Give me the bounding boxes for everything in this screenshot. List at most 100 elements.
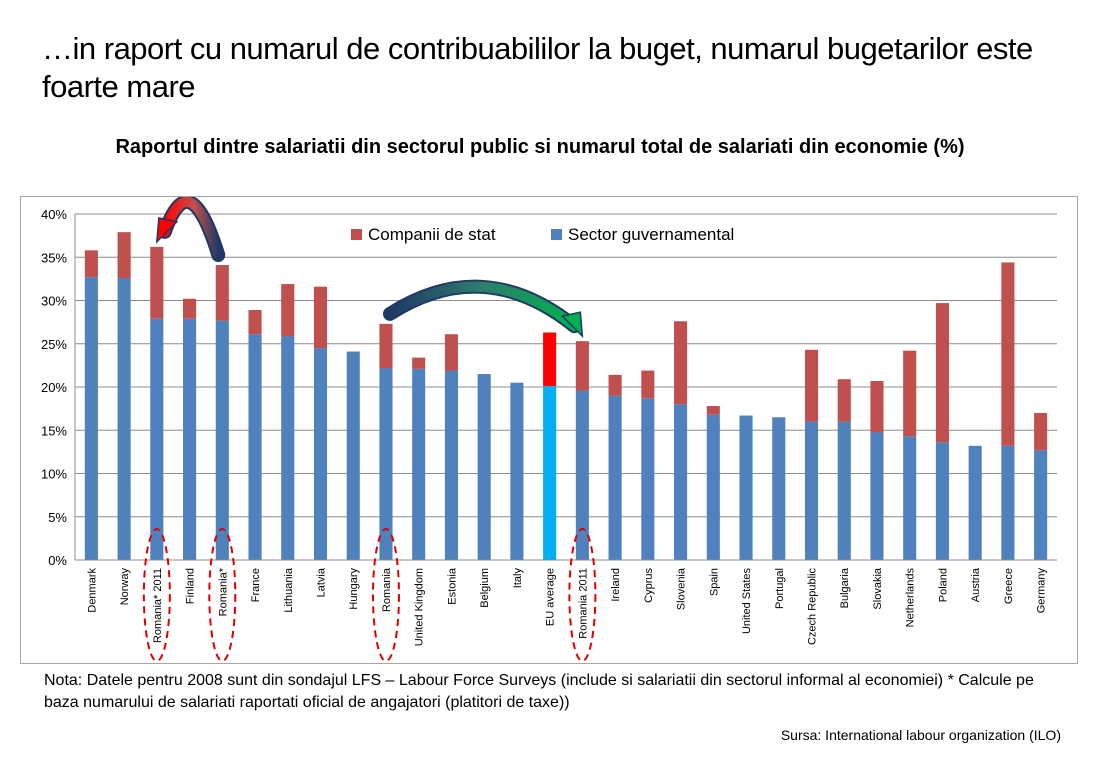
- arrowhead: [560, 311, 584, 339]
- bar-sector-guvernamental-belgium: [477, 374, 491, 560]
- bar-sector-guvernamental-slovakia: [870, 431, 884, 560]
- x-tick-label: Spain: [708, 568, 720, 596]
- bar-companii-de-stat-romania: [379, 323, 393, 368]
- x-tick-label: Poland: [937, 568, 949, 602]
- footnote: Nota: Datele pentru 2008 sunt din sondaj…: [44, 672, 1034, 711]
- bar-companii-de-stat-germany: [1034, 412, 1048, 451]
- legend: Companii de stat Sector guvernamental: [351, 225, 734, 244]
- y-tick-label: 5%: [48, 510, 67, 525]
- bar-sector-guvernamental-portugal: [772, 417, 786, 560]
- x-tick-label: Portugal: [774, 568, 786, 609]
- bar-companii-de-stat-netherlands: [903, 350, 917, 437]
- bar-sector-guvernamental-estonia: [444, 370, 458, 560]
- bar-companii-de-stat-lithuania: [281, 284, 295, 336]
- x-tick-label: Germany: [1036, 568, 1048, 614]
- bar-companii-de-stat-slovenia: [674, 321, 688, 405]
- stacked-bar-chart: 0% 5% 10% 15% 20% 25% 30% 35% 40% Denmark Norway Ro…: [41, 197, 1057, 662]
- bar-companii-de-stat-bulgaria: [837, 379, 851, 422]
- x-tick-label: United States: [741, 568, 753, 635]
- x-tick-label: Norway: [119, 568, 131, 606]
- bar-companii-de-stat-spain: [706, 406, 720, 415]
- bar-sector-guvernamental-cyprus: [641, 398, 655, 560]
- legend-swatch: [551, 229, 562, 240]
- bar-sector-guvernamental-italy: [510, 382, 524, 560]
- x-tick-label: Denmark: [86, 568, 98, 613]
- circled-category-marker: [371, 528, 400, 662]
- circled-category-marker: [208, 528, 237, 662]
- x-tick-label: Romania* 2011: [152, 568, 164, 643]
- x-tick-label: Greece: [1003, 568, 1015, 604]
- curved-arrow: [384, 281, 580, 332]
- bar-companii-de-stat-estonia: [444, 334, 458, 371]
- x-tick-label: United Kingdom: [414, 568, 426, 646]
- x-tick-label: Finland: [185, 568, 197, 604]
- x-tick-label: EU average: [545, 568, 557, 626]
- x-tick-label: France: [250, 568, 262, 602]
- x-tick-label: Lithuania: [283, 567, 295, 613]
- bar-sector-guvernamental-spain: [706, 414, 720, 560]
- bar-sector-guvernamental-lithuania: [281, 335, 295, 560]
- bar-sector-guvernamental-finland: [183, 318, 197, 560]
- x-tick-label: Ireland: [610, 568, 622, 602]
- bar-sector-guvernamental-germany: [1034, 450, 1048, 560]
- y-tick-label: 10%: [41, 467, 67, 482]
- y-tick-label: 35%: [41, 250, 67, 265]
- bar-sector-guvernamental-eu-average: [543, 386, 557, 560]
- bar-companii-de-stat-latvia: [313, 286, 328, 349]
- bar-companii-de-stat-france: [248, 310, 262, 335]
- y-tick-label: 30%: [41, 294, 67, 309]
- arrowhead: [155, 216, 179, 244]
- bar-sector-guvernamental-greece: [1001, 445, 1015, 560]
- bar-sector-guvernamental-romania: [215, 320, 229, 560]
- bar-sector-guvernamental-romania-2011: [150, 318, 164, 560]
- curved-arrow: [159, 197, 224, 261]
- x-tick-label: Romania 2011: [577, 568, 589, 639]
- bar-companii-de-stat-norway: [117, 232, 131, 279]
- x-tick-label: Hungary: [348, 568, 360, 610]
- y-tick-label: 20%: [41, 380, 67, 395]
- source-note: Sursa: International labour organization…: [780, 727, 1061, 743]
- x-tick-label: Netherlands: [905, 568, 917, 628]
- bar-companii-de-stat-romania-2011: [150, 246, 164, 319]
- chart-title: Raportul dintre salariatii din sectorul …: [115, 136, 965, 158]
- circled-category-marker: [142, 528, 171, 662]
- bar-sector-guvernamental-romania: [379, 367, 393, 560]
- circled-category-marker: [568, 528, 597, 662]
- bar-companii-de-stat-united-kingdom: [412, 357, 426, 369]
- y-tick-label: 25%: [41, 337, 67, 352]
- bar-companii-de-stat-eu-average: [543, 332, 557, 387]
- x-tick-label: Czech Republic: [807, 568, 819, 646]
- y-tick-label: 40%: [41, 207, 67, 222]
- x-tick-label: Slovenia: [676, 567, 688, 610]
- bar-companii-de-stat-cyprus: [641, 370, 655, 399]
- bar-companii-de-stat-ireland: [608, 374, 622, 396]
- bar-companii-de-stat-greece: [1001, 262, 1015, 446]
- x-tick-label: Belgium: [479, 568, 491, 608]
- bar-sector-guvernamental-slovenia: [674, 404, 688, 560]
- bar-companii-de-stat-finland: [183, 298, 197, 319]
- bar-sector-guvernamental-united-states: [739, 415, 753, 560]
- y-tick-label: 0%: [48, 553, 67, 568]
- bar-companii-de-stat-czech-republic: [804, 349, 819, 422]
- slide-title: …in raport cu numarul de contribuabililo…: [42, 31, 1033, 104]
- bar-sector-guvernamental-hungary: [346, 351, 360, 560]
- bar-sector-guvernamental-czech-republic: [804, 421, 819, 560]
- x-tick-label: Austria: [970, 567, 982, 602]
- x-tick-label: Italy: [512, 568, 524, 589]
- bar-companii-de-stat-slovakia: [870, 380, 884, 432]
- x-tick-label: Estonia: [446, 567, 458, 605]
- legend-label: Companii de stat: [368, 225, 496, 244]
- bar-sector-guvernamental-romania-2011: [575, 390, 589, 560]
- bar-sector-guvernamental-poland: [935, 442, 949, 560]
- x-tick-label: Romania*: [217, 567, 229, 616]
- y-tick-label: 15%: [41, 423, 67, 438]
- bar-sector-guvernamental-norway: [117, 278, 131, 560]
- bar-sector-guvernamental-netherlands: [903, 436, 917, 560]
- bar-sector-guvernamental-france: [248, 334, 262, 560]
- chart-area: 0% 5% 10% 15% 20% 25% 30% 35% 40% Denmark Norway Ro…: [20, 196, 1078, 664]
- bar-sector-guvernamental-austria: [968, 445, 982, 560]
- x-tick-label: Latvia: [316, 567, 328, 597]
- legend-label: Sector guvernamental: [568, 225, 734, 244]
- bar-sector-guvernamental-denmark: [84, 277, 98, 560]
- bar-companii-de-stat-denmark: [84, 250, 98, 278]
